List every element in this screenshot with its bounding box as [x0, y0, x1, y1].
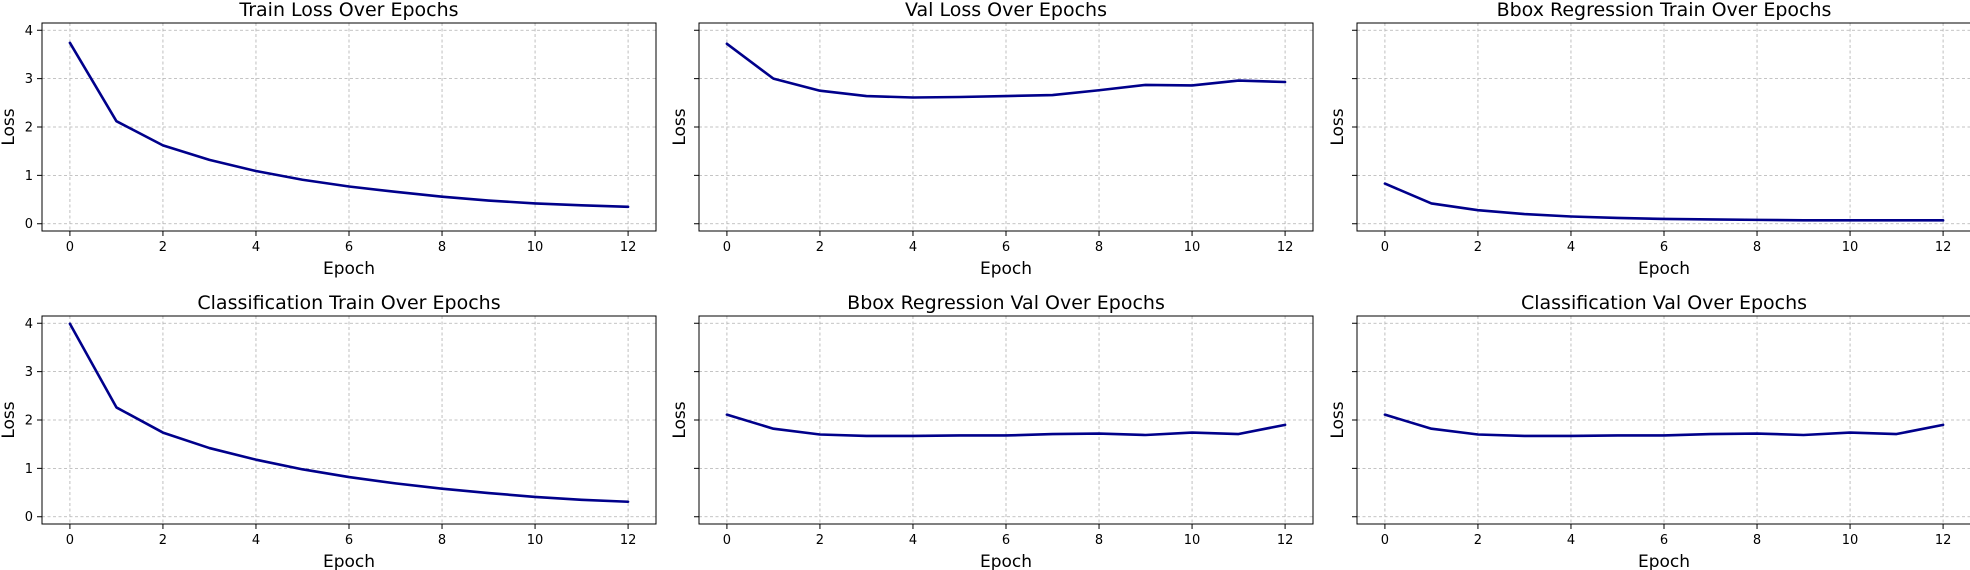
x-tick-label: 2 — [159, 240, 167, 255]
chart-title: Train Loss Over Epochs — [238, 0, 458, 21]
x-tick-label: 6 — [1660, 240, 1668, 255]
chart-title: Bbox Regression Train Over Epochs — [1497, 0, 1832, 21]
x-tick-label: 12 — [1935, 533, 1952, 548]
y-axis-label: Loss — [0, 108, 19, 145]
y-axis-label: Loss — [670, 401, 690, 438]
x-axis-label: Epoch — [323, 552, 375, 570]
chart-panel-5: 0 2 4 6 8 10 12 Bbox Regression Val Over Epochs… — [670, 292, 1314, 570]
loss-line-series-1 — [68, 322, 630, 504]
chart-panel-3: 0 2 4 6 8 10 12 Bbox Regression Train Over Epoc… — [1328, 0, 1970, 279]
x-tick-label: 4 — [909, 533, 917, 548]
y-tick-label: 4 — [25, 24, 33, 39]
x-tick-label: 6 — [345, 533, 353, 548]
axes-frame — [1356, 315, 1970, 525]
x-tick-label: 0 — [1381, 533, 1389, 548]
loss-line-series-1 — [725, 42, 1287, 99]
x-tick-label: 12 — [1277, 533, 1294, 548]
chart-title: Val Loss Over Epochs — [905, 0, 1107, 21]
axes-frame — [1356, 22, 1970, 232]
chart-title: Classification Val Over Epochs — [1521, 292, 1807, 314]
x-tick-label: 10 — [1184, 240, 1201, 255]
x-tick-label: 12 — [620, 533, 637, 548]
x-tick-label: 8 — [1095, 240, 1103, 255]
y-tick-label: 3 — [25, 72, 33, 87]
x-tick-label: 6 — [1002, 240, 1010, 255]
y-axis-label: Loss — [1328, 108, 1348, 145]
x-tick-label: 0 — [723, 240, 731, 255]
x-tick-label: 2 — [816, 533, 824, 548]
y-axis-label: Loss — [0, 401, 19, 438]
x-tick-label: 8 — [1095, 533, 1103, 548]
x-tick-label: 2 — [816, 240, 824, 255]
x-tick-label: 12 — [620, 240, 637, 255]
x-tick-label: 6 — [345, 240, 353, 255]
x-tick-label: 10 — [1184, 533, 1201, 548]
x-axis-label: Epoch — [980, 552, 1032, 570]
chart-title: Classification Train Over Epochs — [197, 292, 500, 314]
y-tick-label: 1 — [25, 169, 33, 184]
x-tick-label: 10 — [527, 240, 544, 255]
x-tick-label: 2 — [1474, 240, 1482, 255]
x-tick-label: 4 — [252, 240, 260, 255]
x-tick-label: 12 — [1935, 240, 1952, 255]
x-axis-label: Epoch — [980, 259, 1032, 279]
y-axis-label: Loss — [670, 108, 690, 145]
x-tick-label: 4 — [252, 533, 260, 548]
x-tick-label: 4 — [1567, 240, 1575, 255]
loss-line-series-1 — [1383, 413, 1945, 438]
chart-title: Bbox Regression Val Over Epochs — [847, 292, 1165, 314]
x-tick-label: 2 — [1474, 533, 1482, 548]
loss-line-series-1 — [68, 41, 630, 209]
y-tick-label: 3 — [25, 365, 33, 380]
x-tick-label: 8 — [1753, 240, 1761, 255]
x-tick-label: 4 — [1567, 533, 1575, 548]
x-axis-label: Epoch — [1638, 552, 1690, 570]
x-tick-label: 10 — [527, 533, 544, 548]
x-axis-label: Epoch — [323, 259, 375, 279]
x-tick-label: 0 — [1381, 240, 1389, 255]
y-tick-label: 2 — [25, 414, 33, 429]
loss-line-series-1 — [1383, 182, 1945, 222]
loss-line-series-1 — [725, 413, 1287, 438]
x-tick-label: 2 — [159, 533, 167, 548]
x-tick-label: 0 — [66, 533, 74, 548]
chart-panel-2: 0 2 4 6 8 10 12 Val Loss Over Epochs Epoch Loss — [670, 0, 1314, 279]
x-tick-label: 8 — [438, 533, 446, 548]
x-tick-label: 4 — [909, 240, 917, 255]
x-tick-label: 12 — [1277, 240, 1294, 255]
y-tick-label: 0 — [25, 217, 33, 232]
x-tick-label: 8 — [438, 240, 446, 255]
x-tick-label: 8 — [1753, 533, 1761, 548]
x-tick-label: 0 — [723, 533, 731, 548]
y-axis-label: Loss — [1328, 401, 1348, 438]
x-tick-label: 6 — [1002, 533, 1010, 548]
x-tick-label: 0 — [66, 240, 74, 255]
chart-panel-6: 0 2 4 6 8 10 12 Classification Val Over Epochs E… — [1328, 292, 1970, 570]
x-tick-label: 6 — [1660, 533, 1668, 548]
y-tick-label: 2 — [25, 121, 33, 136]
x-tick-label: 10 — [1842, 533, 1859, 548]
y-tick-label: 0 — [25, 510, 33, 525]
y-tick-label: 1 — [25, 462, 33, 477]
y-tick-label: 4 — [25, 317, 33, 332]
x-axis-label: Epoch — [1638, 259, 1690, 279]
x-tick-label: 10 — [1842, 240, 1859, 255]
